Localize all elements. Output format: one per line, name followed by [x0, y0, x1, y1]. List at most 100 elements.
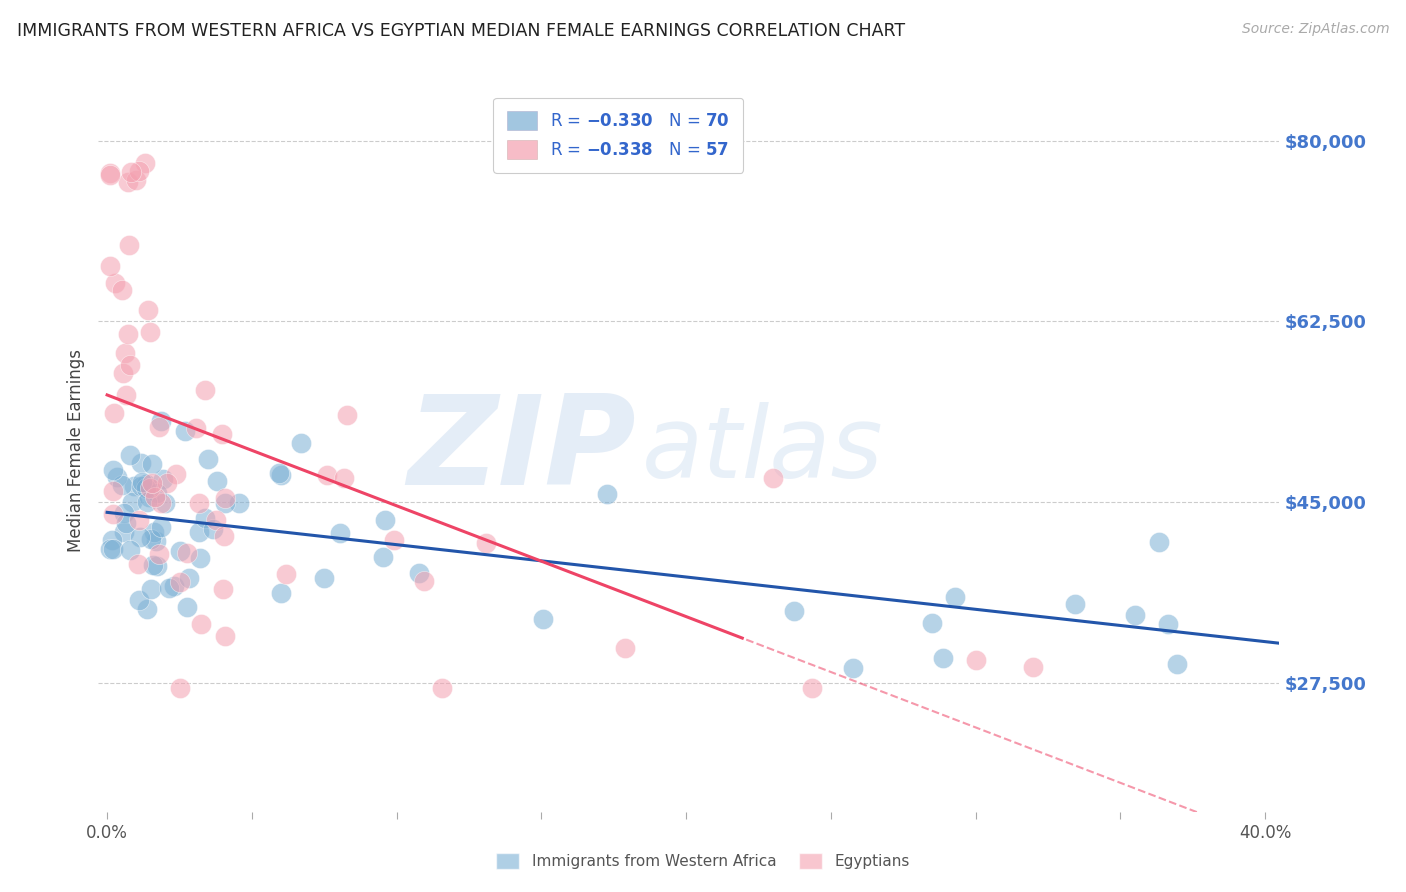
Point: [214, 496, 236, 510]
Point: [943, 591, 966, 605]
Point: [169, 681, 191, 695]
Point: [194, 383, 217, 397]
Point: [1166, 657, 1188, 671]
Point: [921, 615, 943, 630]
Point: [179, 571, 201, 585]
Point: [120, 358, 142, 372]
Point: [413, 574, 436, 588]
Point: [98, 166, 121, 180]
Point: [184, 421, 207, 435]
Point: [267, 466, 290, 480]
Point: [98, 168, 121, 182]
Point: [197, 451, 219, 466]
Point: [112, 506, 135, 520]
Point: [149, 414, 172, 428]
Point: [115, 388, 138, 402]
Point: [270, 586, 292, 600]
Point: [157, 582, 180, 596]
Point: [212, 582, 235, 597]
Point: [762, 471, 785, 485]
Point: [176, 546, 198, 560]
Point: [128, 163, 150, 178]
Point: [121, 495, 143, 509]
Point: [145, 534, 167, 549]
Point: [152, 472, 174, 486]
Point: [169, 543, 191, 558]
Point: [117, 327, 139, 342]
Text: ZIP: ZIP: [408, 390, 636, 511]
Point: [613, 641, 636, 656]
Point: [111, 367, 134, 381]
Point: [842, 661, 865, 675]
Point: [117, 175, 139, 189]
Point: [129, 456, 152, 470]
Point: [127, 558, 149, 572]
Point: [148, 547, 170, 561]
Point: [153, 496, 176, 510]
Point: [101, 484, 124, 499]
Point: [146, 485, 169, 500]
Point: [162, 579, 184, 593]
Point: [128, 592, 150, 607]
Point: [142, 558, 165, 573]
Point: [156, 475, 179, 490]
Point: [1123, 608, 1146, 623]
Point: [136, 601, 159, 615]
Point: [314, 571, 336, 585]
Point: [228, 496, 250, 510]
Legend: Immigrants from Western Africa, Egyptians: Immigrants from Western Africa, Egyptian…: [491, 847, 915, 875]
Point: [98, 260, 121, 274]
Point: [98, 542, 121, 557]
Point: [315, 468, 337, 483]
Y-axis label: Median Female Earnings: Median Female Earnings: [67, 349, 86, 552]
Point: [176, 600, 198, 615]
Point: [188, 524, 211, 539]
Point: [212, 529, 235, 543]
Point: [124, 479, 146, 493]
Point: [205, 474, 228, 488]
Point: [211, 427, 233, 442]
Point: [139, 481, 162, 495]
Point: [1149, 535, 1171, 549]
Point: [117, 238, 139, 252]
Point: [373, 549, 395, 564]
Point: [965, 653, 987, 667]
Text: IMMIGRANTS FROM WESTERN AFRICA VS EGYPTIAN MEDIAN FEMALE EARNINGS CORRELATION CH: IMMIGRANTS FROM WESTERN AFRICA VS EGYPTI…: [17, 22, 905, 40]
Point: [120, 165, 142, 179]
Point: [214, 629, 236, 643]
Point: [143, 490, 166, 504]
Point: [139, 582, 162, 597]
Point: [101, 533, 124, 547]
Point: [143, 524, 166, 539]
Point: [801, 681, 824, 695]
Point: [134, 156, 156, 170]
Point: [290, 435, 312, 450]
Point: [382, 533, 405, 548]
Point: [188, 551, 211, 566]
Point: [120, 543, 142, 558]
Text: Source: ZipAtlas.com: Source: ZipAtlas.com: [1241, 22, 1389, 37]
Point: [101, 541, 124, 556]
Point: [110, 477, 132, 491]
Point: [110, 283, 132, 297]
Point: [146, 559, 169, 574]
Point: [129, 479, 152, 493]
Point: [187, 496, 209, 510]
Point: [101, 507, 124, 521]
Point: [129, 529, 152, 543]
Point: [1157, 617, 1180, 632]
Point: [114, 346, 136, 360]
Point: [165, 467, 187, 482]
Point: [104, 276, 127, 290]
Point: [1064, 597, 1087, 611]
Point: [138, 325, 160, 339]
Point: [596, 486, 619, 500]
Point: [932, 651, 955, 665]
Point: [408, 566, 430, 581]
Point: [138, 490, 160, 504]
Point: [141, 457, 163, 471]
Point: [101, 463, 124, 477]
Point: [783, 604, 806, 618]
Point: [149, 520, 172, 534]
Point: [214, 491, 236, 506]
